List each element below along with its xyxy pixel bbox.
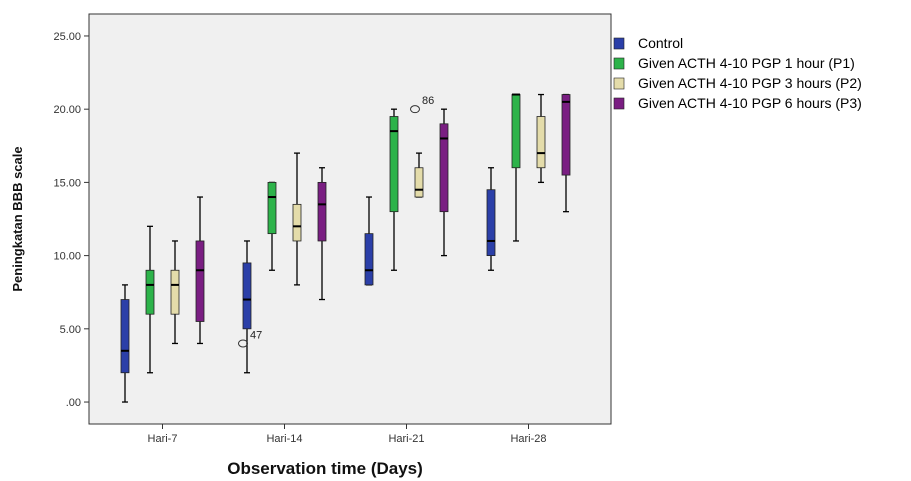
- y-axis-label: Peningkatan BBB scale: [10, 146, 25, 291]
- outlier-label: 47: [250, 329, 262, 341]
- box-3-2: [439, 108, 449, 257]
- legend-swatch: [613, 97, 625, 110]
- box-body: [364, 233, 374, 286]
- box-body: [242, 262, 252, 330]
- x-axis: Hari-7 Hari-14 Hari-21 Hari-28: [148, 424, 547, 445]
- box-2-3: [536, 93, 546, 184]
- box-0-1: [242, 240, 252, 374]
- box-1-2: [389, 108, 399, 271]
- box-body: [486, 189, 496, 257]
- y-axis: .00 5.00 10.00 15.00 20.00 25.00: [53, 31, 89, 409]
- box-0-3: [486, 167, 496, 271]
- box-3-0: [195, 196, 205, 345]
- box-1-0: [145, 225, 155, 374]
- box-body: [389, 116, 399, 213]
- y-tick-label: 20.00: [53, 104, 81, 116]
- outlier-marker: [410, 105, 420, 114]
- x-tick-label: Hari-28: [510, 433, 546, 445]
- box-series: [120, 93, 571, 403]
- box-body: [511, 94, 521, 169]
- x-tick-label: Hari-7: [148, 433, 178, 445]
- box-0-2: [364, 196, 374, 286]
- box-1-1: [267, 181, 277, 271]
- box-3-3: [561, 93, 571, 213]
- box-3-1: [317, 167, 327, 301]
- box-2-0: [170, 240, 180, 345]
- legend-swatch: [613, 57, 625, 70]
- legend: Control Given ACTH 4-10 PGP 1 hour (P1) Gi…: [613, 35, 862, 111]
- x-tick-label: Hari-14: [266, 433, 302, 445]
- y-tick-label: 10.00: [53, 251, 81, 263]
- box-body: [145, 269, 155, 315]
- legend-label: Given ACTH 4-10 PGP 1 hour (P1): [638, 55, 855, 71]
- y-tick-label: 25.00: [53, 31, 81, 43]
- x-tick-label: Hari-21: [388, 433, 424, 445]
- box-body: [414, 167, 424, 198]
- box-body: [120, 299, 130, 374]
- box-1-3: [511, 93, 521, 242]
- legend-swatch: [613, 37, 625, 50]
- box-body: [170, 269, 180, 315]
- box-2-1: [292, 152, 302, 286]
- box-body: [292, 203, 302, 242]
- box-body: [536, 116, 546, 169]
- y-tick-label: .00: [66, 397, 81, 409]
- box-body: [267, 181, 277, 235]
- box-body: [317, 181, 327, 242]
- box-body: [439, 123, 449, 213]
- outlier-group: 47 86: [238, 95, 434, 348]
- legend-swatch: [613, 77, 625, 90]
- legend-label: Given ACTH 4-10 PGP 3 hours (P2): [638, 75, 862, 91]
- x-axis-label: Observation time (Days): [227, 459, 423, 478]
- outlier-marker: [238, 339, 248, 348]
- outlier-label: 86: [422, 95, 434, 107]
- plot-area: [88, 13, 612, 425]
- box-body: [195, 240, 205, 322]
- y-tick-label: 5.00: [60, 324, 81, 336]
- legend-label: Control: [638, 35, 683, 51]
- box-body: [561, 94, 571, 176]
- box-2-2: [414, 152, 424, 198]
- y-tick-label: 15.00: [53, 177, 81, 189]
- legend-label: Given ACTH 4-10 PGP 6 hours (P3): [638, 95, 862, 111]
- box-0-0: [120, 284, 130, 403]
